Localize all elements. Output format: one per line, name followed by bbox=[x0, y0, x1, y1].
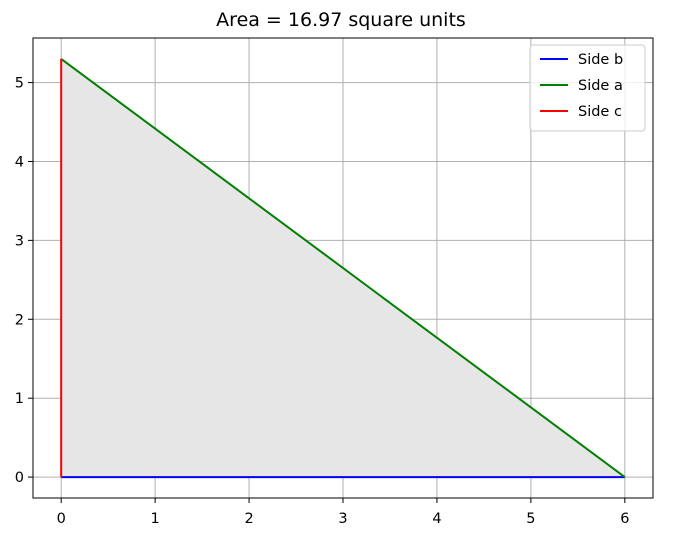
x-tick-label: 6 bbox=[620, 511, 629, 527]
x-axis: 0 1 2 3 4 5 6 bbox=[57, 498, 629, 527]
legend: Side b Side a Side c bbox=[529, 44, 646, 132]
y-tick-label: 3 bbox=[15, 233, 24, 249]
y-tick-label: 4 bbox=[15, 154, 24, 170]
y-tick-label: 1 bbox=[15, 391, 24, 407]
y-tick-label: 0 bbox=[15, 470, 24, 486]
legend-label-side-c: Side c bbox=[578, 104, 622, 120]
legend-label-side-b: Side b bbox=[578, 52, 623, 68]
y-tick-label: 2 bbox=[15, 312, 24, 328]
series-lines bbox=[60, 58, 626, 479]
chart-title: Area = 16.97 square units bbox=[216, 9, 466, 31]
x-tick-label: 5 bbox=[526, 511, 535, 527]
legend-label-side-a: Side a bbox=[578, 78, 623, 94]
series-line-side-a bbox=[60, 58, 626, 478]
x-tick-label: 1 bbox=[151, 511, 160, 527]
x-tick-label: 3 bbox=[338, 511, 347, 527]
legend-box bbox=[529, 44, 646, 132]
y-tick-label: 5 bbox=[15, 76, 24, 92]
x-tick-label: 0 bbox=[57, 511, 66, 527]
y-axis: 0 1 2 3 4 5 bbox=[15, 76, 33, 486]
x-tick-label: 2 bbox=[244, 511, 253, 527]
x-tick-label: 4 bbox=[432, 511, 441, 527]
